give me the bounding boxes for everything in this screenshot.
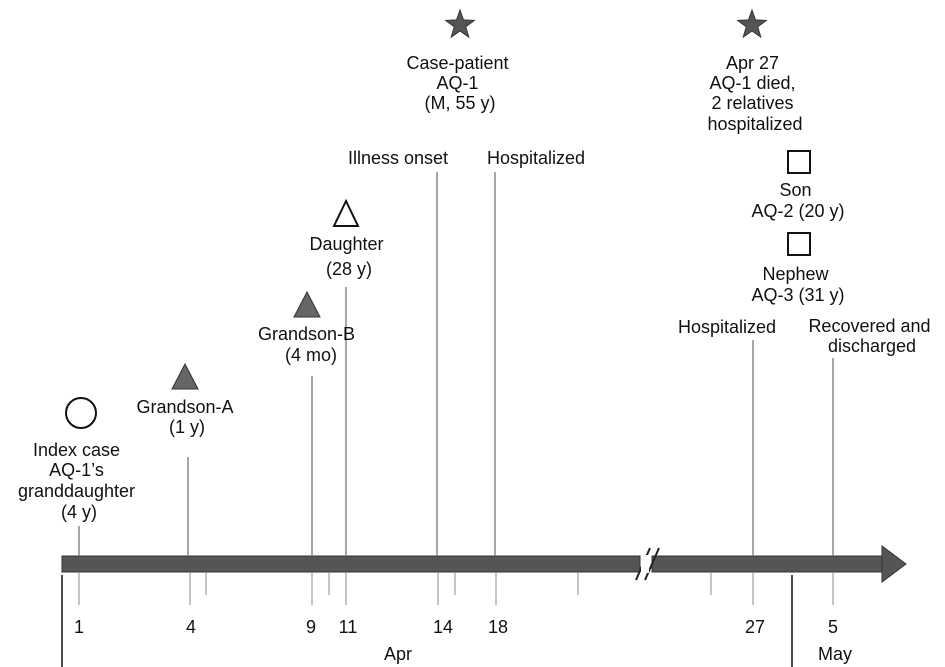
tick-label-27: 27 [745, 617, 765, 637]
case-patient-star-icon [444, 8, 476, 39]
index-case-circle-icon [65, 397, 97, 429]
label-daughter: Daughter (28 y) [309, 234, 388, 279]
tick-label-18: 18 [488, 617, 508, 637]
timeline-arrow-right-segment [651, 555, 885, 573]
timeline-arrow-left-segment [61, 555, 641, 573]
label-apr27-died: Apr 27 AQ-1 died, 2 relatives hospitaliz… [707, 53, 802, 134]
tick-label-11: 11 [339, 617, 358, 637]
tick-label-4: 4 [186, 617, 196, 637]
tick-label-1: 1 [74, 617, 84, 637]
label-grandson-a: Grandson-A (1 y) [136, 397, 237, 437]
timeline-arrow-head [881, 545, 907, 583]
label-son: Son AQ-2 (20 y) [751, 180, 844, 221]
timeline-break-icon [635, 547, 660, 581]
tick-labels: 1 4 9 11 14 18 27 5 [74, 617, 838, 637]
event-stems [78, 172, 834, 556]
tick-label-5: 5 [828, 617, 838, 637]
minor-ticks [205, 572, 712, 595]
grandson-a-triangle-icon [171, 362, 199, 390]
label-recovered: Recovered and discharged [808, 316, 935, 356]
label-index-case: Index case AQ-1’s granddaughter (4 y) [18, 440, 140, 522]
label-grandson-b: Grandson-B (4 mo) [258, 324, 360, 365]
tick-label-14: 14 [433, 617, 453, 637]
label-nephew: Nephew AQ-3 (31 y) [751, 264, 844, 305]
label-hospitalized-apr18: Hospitalized [487, 148, 585, 168]
label-case-patient: Case-patient AQ-1 (M, 55 y) [406, 53, 513, 113]
month-label-may: May [818, 644, 852, 664]
grandson-b-triangle-icon [293, 290, 321, 318]
son-square-icon [787, 150, 811, 174]
daughter-triangle-icon [332, 198, 360, 227]
tick-label-9: 9 [306, 617, 316, 637]
month-label-apr: Apr [384, 644, 412, 664]
nephew-square-icon [787, 232, 811, 256]
label-illness-onset: Illness onset [348, 148, 448, 168]
apr27-star-icon [736, 8, 768, 39]
major-ticks [78, 572, 834, 605]
label-hospitalized-apr27: Hospitalized [678, 317, 776, 337]
